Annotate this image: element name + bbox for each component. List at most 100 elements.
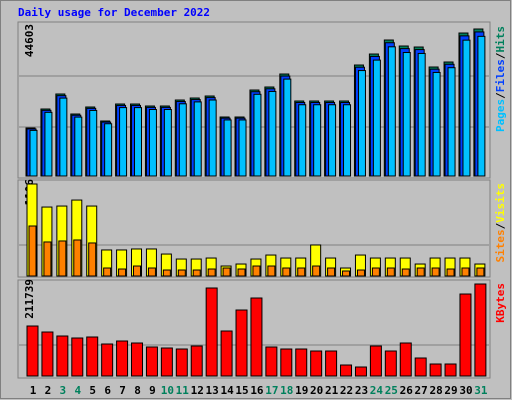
legend-separator: /: [494, 222, 507, 229]
legend-entry: Hits: [494, 26, 507, 53]
bar: [73, 239, 82, 277]
bar: [297, 267, 306, 277]
legend: KBytes: [494, 283, 507, 323]
bar: [88, 242, 97, 277]
bar: [175, 348, 188, 377]
bar: [447, 67, 456, 177]
bar: [401, 268, 410, 277]
bar: [28, 225, 37, 277]
bar: [26, 325, 39, 377]
y-tick-label: 44603: [23, 24, 36, 57]
bar: [399, 342, 412, 377]
x-tick-label: 2: [45, 384, 52, 397]
bar: [417, 52, 426, 177]
bar: [268, 90, 277, 177]
bar: [116, 340, 129, 377]
x-tick-label: 9: [149, 384, 156, 397]
bar: [238, 119, 247, 177]
bar: [118, 268, 127, 277]
bar: [177, 269, 186, 277]
x-tick-label: 30: [459, 384, 472, 397]
legend-entry: Files: [494, 59, 507, 92]
bar: [29, 129, 38, 177]
bar: [295, 348, 308, 377]
bar: [74, 116, 83, 177]
bar: [384, 350, 397, 377]
bar: [342, 270, 351, 277]
bar: [237, 268, 246, 277]
x-tick-label: 21: [325, 384, 339, 397]
bar: [474, 283, 487, 377]
bar: [414, 357, 427, 377]
bar: [190, 345, 203, 377]
bar: [253, 93, 262, 177]
x-tick-label: 19: [295, 384, 308, 397]
bar: [162, 269, 171, 277]
legend-separator: /: [494, 52, 507, 59]
bar: [343, 104, 352, 177]
bar: [43, 241, 52, 277]
bar: [429, 363, 442, 377]
x-tick-label: 28: [429, 384, 442, 397]
bar: [160, 347, 173, 377]
bar: [41, 331, 54, 377]
bar: [147, 267, 156, 277]
bar: [357, 70, 366, 177]
bar: [205, 287, 218, 377]
bar: [267, 265, 276, 277]
x-tick-label: 27: [415, 384, 428, 397]
bar: [131, 342, 144, 377]
bar: [416, 267, 425, 277]
x-tick-label: 18: [280, 384, 293, 397]
bar: [119, 107, 128, 177]
bar: [192, 269, 201, 277]
bar: [282, 267, 291, 277]
bar: [44, 111, 53, 177]
x-tick-label: 14: [220, 384, 234, 397]
x-tick-label: 29: [444, 384, 457, 397]
bar: [461, 267, 470, 277]
x-tick-label: 1: [30, 384, 37, 397]
x-tick-label: 17: [265, 384, 278, 397]
x-tick-label: 12: [191, 384, 204, 397]
x-tick-label: 6: [104, 384, 111, 397]
x-tick-label: 3: [60, 384, 67, 397]
bar: [280, 348, 293, 377]
x-tick-label: 15: [235, 384, 248, 397]
bar: [402, 52, 411, 177]
x-tick-label: 25: [385, 384, 398, 397]
legend-separator: /: [494, 92, 507, 99]
chart-title: Daily usage for December 2022: [18, 6, 210, 19]
bar: [145, 346, 158, 377]
bar: [444, 363, 457, 377]
bar: [310, 350, 323, 377]
bar: [86, 336, 99, 377]
bar: [459, 293, 472, 377]
bar: [134, 107, 143, 177]
bar: [148, 109, 157, 177]
x-tick-label: 4: [74, 384, 81, 397]
bar: [354, 366, 367, 377]
bar: [223, 119, 232, 177]
bar: [371, 267, 380, 277]
bar: [328, 104, 337, 177]
x-tick-label: 31: [474, 384, 488, 397]
x-tick-label: 22: [340, 384, 353, 397]
bar: [250, 297, 263, 377]
x-tick-label: 26: [400, 384, 414, 397]
bar: [101, 343, 114, 377]
bar: [387, 46, 396, 177]
bar: [163, 109, 172, 177]
x-tick-label: 16: [250, 384, 264, 397]
x-tick-label: 5: [89, 384, 96, 397]
bar: [104, 123, 113, 177]
bar: [235, 309, 248, 377]
bar: [71, 337, 84, 377]
bar: [178, 103, 187, 177]
bar: [340, 364, 353, 377]
bar: [369, 345, 382, 377]
bar: [58, 240, 67, 277]
legend-entry: Sites: [494, 229, 507, 262]
